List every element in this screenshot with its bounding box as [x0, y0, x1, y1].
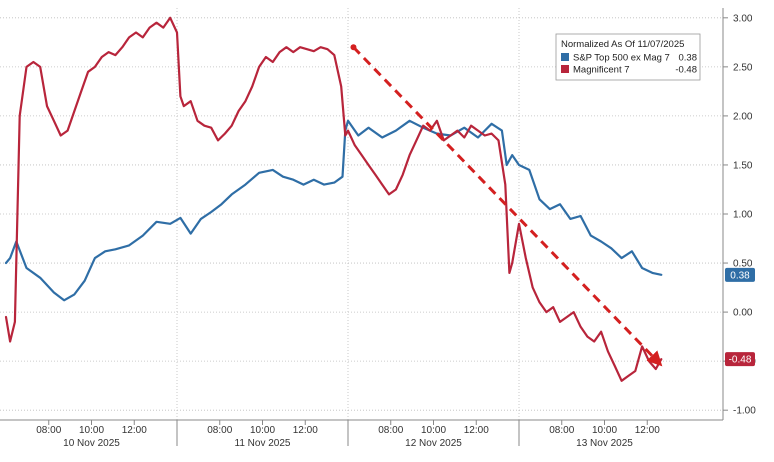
- y-tick-label: 2.50: [733, 62, 753, 73]
- trend-arrow: [352, 46, 663, 367]
- x-tick-label: 10:00: [421, 425, 446, 436]
- y-tick-label: 0.50: [733, 259, 753, 270]
- legend-box: [555, 33, 701, 81]
- x-tick-label: 12:00: [293, 425, 318, 436]
- legend-swatch-mag7: [561, 65, 569, 73]
- legend-swatch-sp500: [561, 53, 569, 61]
- x-day-label: 11 Nov 2025: [235, 438, 291, 449]
- x-day-label: 12 Nov 2025: [405, 438, 462, 449]
- legend-label-mag7: Magnificent 7: [573, 65, 630, 76]
- legend-label-sp500: S&P Top 500 ex Mag 7: [573, 53, 670, 64]
- y-tick-label: 0.00: [733, 308, 753, 319]
- y-tick-layer: 3.002.502.001.501.000.500.00-0.50-1.00: [723, 13, 756, 417]
- y-tick-label: 1.00: [733, 210, 753, 221]
- legend: Normalized As Of 11/07/2025 S&P Top 500 …: [555, 33, 701, 81]
- series-line-1: [4, 16, 663, 382]
- x-tick-label: 12:00: [635, 425, 660, 436]
- grid-layer: [0, 17, 723, 411]
- x-tick-label: 08:00: [207, 425, 232, 436]
- value-tag-label: 0.38: [730, 270, 750, 281]
- value-tag-box: [725, 267, 755, 282]
- legend-value-sp500: 0.38: [679, 53, 698, 64]
- x-tick-label: 10:00: [79, 425, 104, 436]
- x-tick-label: 08:00: [36, 425, 61, 436]
- y-tick-label: 1.50: [733, 160, 753, 171]
- x-tick-label: 10:00: [592, 425, 617, 436]
- y-tick-label: 3.00: [733, 13, 753, 24]
- x-tick-label: 08:00: [549, 425, 574, 436]
- x-tick-label: 10:00: [250, 425, 275, 436]
- x-tick-label: 12:00: [122, 425, 147, 436]
- x-day-label: 10 Nov 2025: [63, 438, 120, 449]
- annotation-layer: [350, 44, 663, 367]
- value-tag-box: [725, 352, 755, 367]
- series-layer: [4, 16, 663, 382]
- y-tick-label: 2.00: [733, 111, 753, 122]
- x-day-label: 13 Nov 2025: [576, 438, 633, 449]
- legend-title: Normalized As Of 11/07/2025: [561, 39, 684, 50]
- value-tag-label: -0.48: [729, 355, 752, 366]
- x-tick-label: 12:00: [464, 425, 489, 436]
- y-tick-label: -1.00: [733, 406, 756, 417]
- x-tick-label: 08:00: [378, 425, 403, 436]
- value-tag-layer: 0.38 -0.48: [725, 267, 755, 367]
- series-line-0: [4, 119, 663, 302]
- legend-value-mag7: -0.48: [675, 65, 697, 76]
